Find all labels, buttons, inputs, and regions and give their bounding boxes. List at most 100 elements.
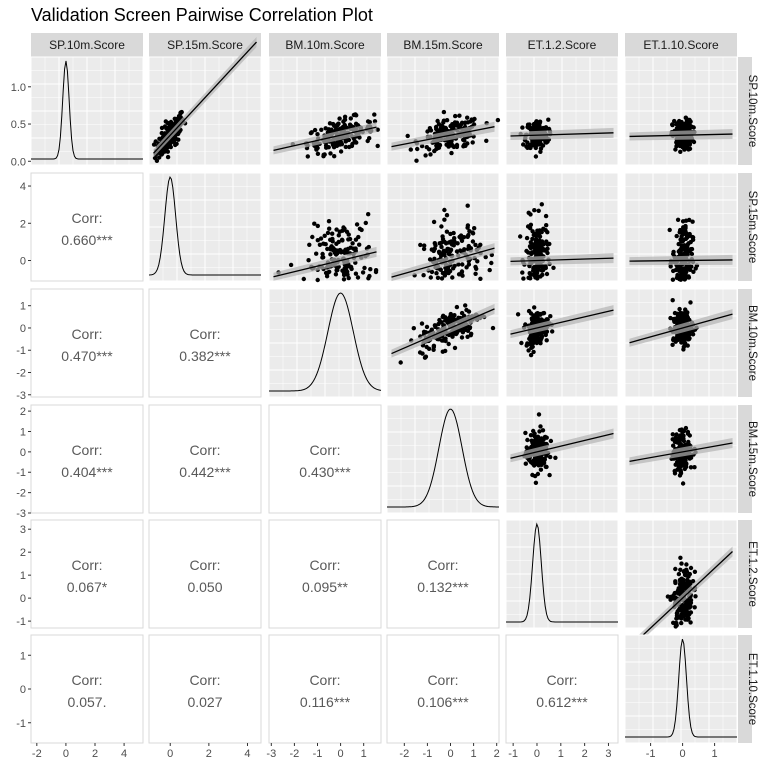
corr-panel [268,634,382,744]
scatter-point [543,213,549,219]
scatter-point [315,238,320,243]
x-tick-label: -3 [266,748,276,760]
scatter-point [341,277,347,282]
corr-panel [30,634,144,744]
scatter-point [312,221,317,226]
scatter-point [375,143,380,149]
row-strip-label: BM.10m.Score [746,305,758,381]
scatter-point [544,338,549,343]
scatter-point [475,259,480,264]
scatter-point [461,144,466,149]
column-strip-label: BM.15m.Score [403,38,483,52]
scatter-point [373,269,379,275]
y-tick-label: 0.0 [11,156,26,168]
scatter-point [419,321,425,326]
corr-value: 0.660*** [61,232,113,248]
row-strip [738,173,752,281]
scatter-point [354,113,359,118]
scatter-point [530,236,535,242]
scatter-point [547,241,552,247]
scatter-point [671,443,676,448]
scatter-point [460,262,465,267]
scatter-point [332,123,337,128]
scatter-point [420,351,425,356]
y-tick-label: 0 [20,593,26,605]
scatter-point [178,110,183,116]
scatter-point [528,127,533,132]
scatter-point [434,271,439,276]
column-strip [506,33,618,57]
scatter-point [533,251,538,256]
scatter-point [681,311,687,316]
scatter-point [452,263,457,269]
scatter-point [675,467,680,472]
x-tick-label: 4 [244,748,250,760]
scatter-point [427,257,433,262]
y-tick-label: 1 [20,301,26,313]
y-tick-label: -2 [16,488,26,500]
scatter-point [548,454,553,460]
scatter-point [350,241,355,246]
scatter-point [489,260,494,266]
scatter-point [681,347,686,352]
scatter-point [334,241,339,246]
scatter-point [670,437,675,442]
scatter-point [533,231,538,236]
scatter-point [478,242,483,247]
scatter-point [531,266,536,271]
scatter-point [540,126,545,131]
scatter-point [454,249,460,254]
scatter-point [538,338,543,343]
scatter-point [445,265,451,271]
scatter-point [439,123,444,128]
scatter-point [538,311,543,317]
scatter-point [675,217,681,222]
scatter-point [347,144,352,150]
scatter-point [322,152,327,157]
scatter-point [688,465,694,470]
scatter-point [535,332,540,337]
scatter-point [461,235,467,240]
row-strip [738,289,752,397]
scatter-point [151,142,157,147]
density-curve [269,292,382,392]
scatter-point [432,323,438,328]
scatter-point [674,616,679,621]
scatter-point [538,467,544,472]
scatter-point [545,230,550,235]
corr-value: 0.470*** [61,348,113,364]
scatter-point [678,567,683,572]
scatter-point [689,251,695,257]
scatter-point [312,127,318,133]
scatter-point [692,569,698,574]
y-tick-label: -1 [16,345,26,357]
scatter-point [667,227,672,233]
scatter-point [159,125,165,131]
scatter-point [323,270,329,276]
scatter-point [354,222,360,227]
scatter-point [685,614,690,619]
scatter-point [157,136,162,141]
scatter-point [487,267,492,273]
corr-label: Corr: [189,557,220,573]
scatter-point [673,316,678,321]
scatter-point [675,311,680,316]
fit-line [510,432,614,459]
fit-line [629,442,733,462]
scatter-point [322,233,327,238]
scatter-point [340,238,345,243]
scatter-point [306,258,311,263]
scatter-point [424,324,430,330]
scatter-point [441,118,447,123]
scatter-point [534,244,540,249]
scatter-point [367,120,372,125]
scatter-point [675,588,681,593]
scatter-point [674,432,679,437]
scatter-point [676,571,682,577]
x-tick-label: -2 [32,748,42,760]
scatter-point [375,127,380,132]
scatter-point [684,601,689,607]
scatter-point [526,210,531,215]
scatter-point [467,325,473,330]
scatter-point [689,246,695,252]
